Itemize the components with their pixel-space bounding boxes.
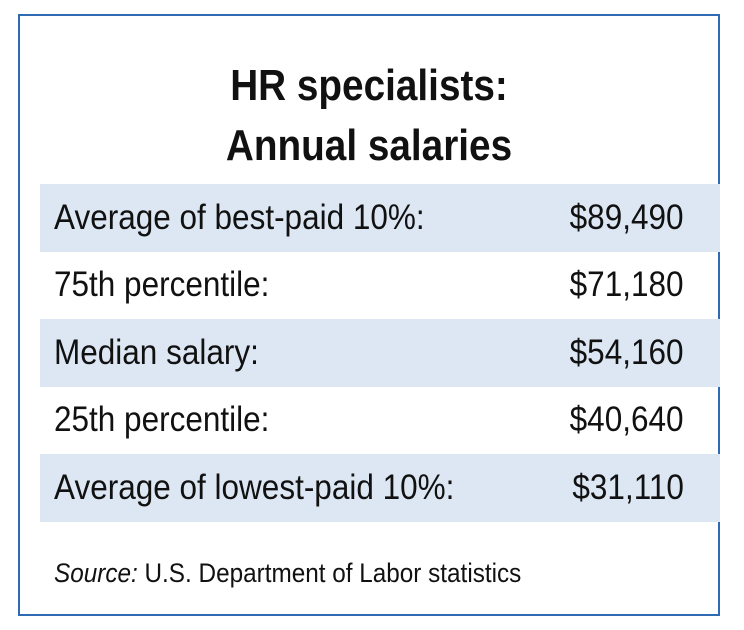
row-label: Median salary: — [54, 332, 259, 372]
table-row: 25th percentile: $40,640 — [40, 387, 720, 455]
table-row: 75th percentile: $71,180 — [40, 252, 720, 320]
source-text: U.S. Department of Labor statistics — [137, 558, 522, 588]
row-label: 75th percentile: — [54, 265, 270, 305]
title-line-1: HR specialists: — [230, 61, 508, 110]
row-label: Average of lowest-paid 10%: — [54, 467, 455, 507]
salary-table: Average of best-paid 10%: $89,490 75th p… — [40, 184, 720, 522]
row-value: $31,110 — [572, 467, 684, 507]
row-value: $71,180 — [570, 265, 684, 305]
infobox-frame: HR specialists: Annual salaries Average … — [18, 14, 720, 616]
source-note: Source: U.S. Department of Labor statist… — [54, 558, 521, 589]
row-label: 25th percentile: — [54, 400, 270, 440]
row-value: $54,160 — [570, 332, 684, 372]
table-row: Median salary: $54,160 — [40, 319, 720, 387]
source-prefix: Source: — [54, 558, 138, 588]
table-row: Average of best-paid 10%: $89,490 — [40, 184, 720, 252]
row-value: $89,490 — [570, 197, 684, 237]
title-line-2: Annual salaries — [225, 121, 513, 170]
table-row: Average of lowest-paid 10%: $31,110 — [40, 454, 720, 522]
row-label: Average of best-paid 10%: — [54, 197, 425, 237]
chart-title: HR specialists: Annual salaries — [62, 56, 676, 176]
row-value: $40,640 — [570, 400, 684, 440]
